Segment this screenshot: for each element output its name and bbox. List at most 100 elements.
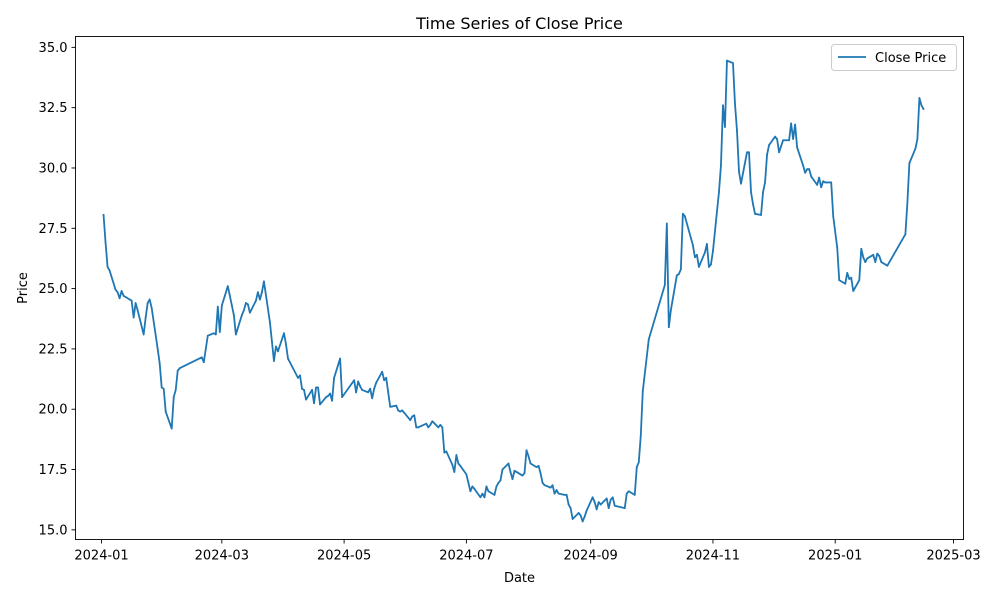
data-point: [780, 145, 782, 148]
data-point: [571, 518, 574, 520]
data-point: [427, 426, 430, 429]
data-point: [862, 256, 865, 259]
data-point: [218, 331, 221, 333]
data-point: [844, 282, 847, 285]
data-point: [776, 138, 778, 140]
data-point: [367, 391, 370, 394]
data-point: [627, 490, 630, 493]
data-point: [246, 303, 249, 306]
data-point: [750, 191, 752, 194]
data-point: [581, 520, 584, 523]
data-point: [679, 268, 682, 271]
data-point: [694, 256, 696, 259]
data-point: [513, 469, 516, 472]
data-point: [134, 302, 137, 304]
data-point: [375, 381, 378, 384]
chart-title: Time Series of Close Price: [415, 14, 623, 33]
data-point: [858, 279, 861, 282]
data-point: [852, 290, 855, 292]
data-point: [824, 181, 827, 184]
data-point: [569, 507, 572, 510]
legend-label-close-price: Close Price: [875, 51, 946, 66]
data-point: [846, 272, 849, 274]
data-point: [285, 343, 287, 345]
data-point: [204, 348, 207, 350]
data-point: [577, 512, 580, 514]
x-tick-label: 2024-05: [317, 549, 371, 564]
data-point: [880, 261, 883, 263]
data-point: [597, 501, 600, 504]
data-point: [541, 481, 544, 484]
x-tick-label: 2024-09: [563, 549, 617, 564]
data-point: [677, 273, 680, 276]
y-tick-label: 20.0: [39, 403, 68, 418]
data-point: [395, 404, 398, 407]
data-point: [878, 255, 881, 257]
data-point: [792, 138, 795, 140]
data-point: [415, 426, 418, 429]
data-point: [607, 507, 610, 510]
data-point: [200, 356, 203, 359]
data-point: [469, 490, 472, 493]
data-point: [216, 305, 219, 308]
data-point: [214, 333, 217, 336]
data-point: [864, 261, 867, 263]
data-point: [848, 278, 851, 280]
data-point: [623, 507, 626, 510]
data-point: [429, 424, 432, 426]
data-point: [130, 299, 133, 302]
data-point: [806, 168, 809, 171]
data-point: [647, 338, 650, 341]
legend: Close Price: [831, 44, 957, 71]
data-point: [120, 290, 123, 292]
data-point: [738, 170, 740, 173]
data-point: [543, 484, 546, 487]
data-point: [297, 376, 299, 379]
y-tick-label: 27.5: [39, 222, 68, 237]
data-point: [170, 427, 173, 430]
data-point: [399, 410, 402, 413]
data-point: [333, 376, 335, 379]
data-point: [778, 151, 780, 154]
data-point: [369, 387, 372, 390]
data-point: [722, 104, 724, 107]
data-point: [156, 348, 159, 350]
data-point: [230, 304, 233, 307]
data-point: [639, 434, 642, 437]
data-point: [303, 389, 305, 391]
x-tick-label: 2025-03: [926, 549, 980, 564]
data-point: [341, 396, 343, 399]
data-point: [273, 360, 275, 362]
data-point: [585, 509, 588, 512]
data-point: [102, 214, 105, 216]
data-point: [613, 504, 616, 507]
data-point: [689, 237, 692, 239]
data-point: [327, 395, 329, 397]
data-point: [381, 370, 384, 373]
data-point: [313, 402, 315, 405]
data-point: [122, 294, 125, 297]
data-point: [830, 181, 833, 184]
data-point: [838, 279, 841, 282]
data-point: [593, 501, 596, 504]
data-point: [439, 424, 442, 426]
data-point: [385, 376, 388, 379]
data-point: [768, 144, 770, 146]
data-point: [704, 251, 706, 254]
data-point: [641, 390, 644, 393]
data-point: [315, 386, 317, 389]
data-point: [467, 481, 470, 484]
data-point: [371, 397, 374, 400]
data-point: [611, 496, 614, 499]
data-point: [696, 253, 698, 256]
data-point: [583, 515, 586, 518]
data-point: [667, 326, 670, 329]
y-axis-label: Price: [16, 272, 31, 304]
x-tick-label: 2024-03: [195, 549, 249, 564]
data-point: [816, 183, 819, 186]
data-point: [148, 298, 151, 301]
data-point: [796, 146, 799, 149]
data-point: [591, 496, 594, 499]
data-point: [698, 265, 700, 268]
data-point: [754, 212, 756, 215]
